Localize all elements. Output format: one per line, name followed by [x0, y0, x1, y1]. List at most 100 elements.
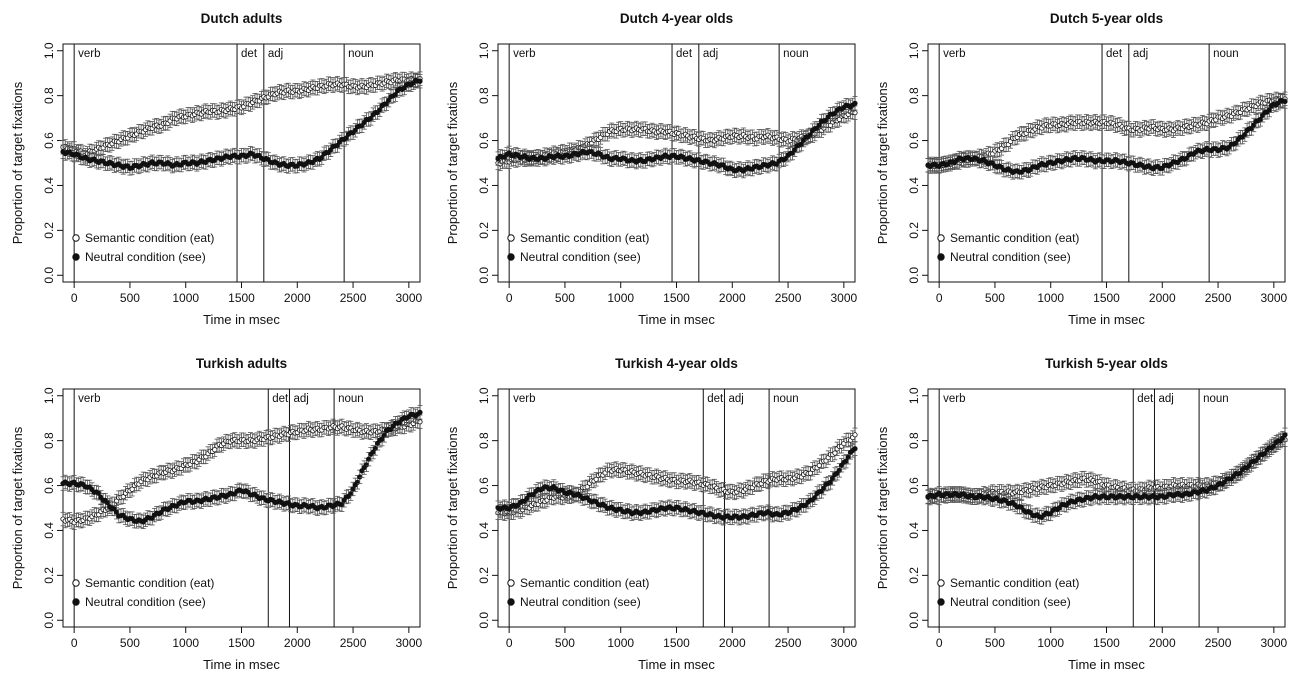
- y-axis-label: Proportion of target fixations: [445, 81, 460, 244]
- region-label: verb: [513, 48, 535, 60]
- legend-marker-open: [73, 235, 79, 241]
- x-tick-label: 0: [71, 636, 78, 650]
- y-tick-label: 0.8: [42, 432, 56, 449]
- data-point-filled: [808, 133, 812, 137]
- x-tick-label: 0: [71, 291, 78, 305]
- x-tick-label: 500: [555, 291, 575, 305]
- x-tick-label: 1000: [172, 636, 199, 650]
- x-tick-label: 2000: [284, 636, 311, 650]
- legend-label: Semantic condition (eat): [85, 231, 214, 245]
- x-tick-label: 1500: [1093, 291, 1120, 305]
- region-label: adj: [293, 393, 308, 405]
- y-tick-label: 0.4: [42, 177, 56, 194]
- chart-title: Dutch 4-year olds: [620, 11, 733, 26]
- legend-marker-open: [938, 235, 944, 241]
- x-tick-label: 3000: [395, 636, 422, 650]
- x-tick-label: 1500: [228, 636, 255, 650]
- x-tick-label: 2000: [1149, 291, 1176, 305]
- data-point-filled: [1243, 132, 1247, 136]
- x-tick-label: 3000: [395, 291, 422, 305]
- y-tick-label: 0.2: [907, 222, 921, 239]
- legend-marker-open: [508, 235, 514, 241]
- region-label: adj: [268, 48, 283, 60]
- data-point-filled: [393, 92, 397, 96]
- legend-marker-filled: [938, 254, 944, 260]
- legend-label: Semantic condition (eat): [520, 231, 649, 245]
- data-point-filled: [97, 491, 101, 495]
- data-point-filled: [378, 108, 382, 112]
- x-axis-label: Time in msec: [203, 657, 280, 672]
- data-point-open: [418, 420, 422, 424]
- y-tick-label: 0.8: [477, 87, 491, 104]
- data-point-filled: [1283, 99, 1287, 103]
- y-tick-label: 0.6: [477, 132, 491, 149]
- x-tick-label: 3000: [1260, 291, 1287, 305]
- y-tick-label: 0.4: [42, 522, 56, 539]
- region-label: det: [1106, 48, 1123, 60]
- region-label: verb: [943, 48, 965, 60]
- y-tick-label: 0.8: [42, 87, 56, 104]
- x-axis-label: Time in msec: [1068, 312, 1145, 327]
- region-label: det: [272, 393, 289, 405]
- data-point-open: [853, 110, 857, 114]
- chart-panel: Turkish adults 0.0 0.2 0.4 0.6 0.8 1.0 0 500 1000…: [0, 345, 425, 680]
- y-tick-label: 0.0: [907, 267, 921, 284]
- region-label: det: [241, 48, 258, 60]
- legend-marker-filled: [73, 254, 79, 260]
- legend-marker-filled: [508, 254, 514, 260]
- region-label: noun: [348, 48, 374, 60]
- x-tick-label: 2000: [719, 291, 746, 305]
- y-tick-label: 1.0: [907, 42, 921, 59]
- x-tick-label: 2500: [340, 636, 367, 650]
- y-tick-label: 0.0: [477, 267, 491, 284]
- x-tick-label: 1500: [228, 291, 255, 305]
- y-tick-label: 0.6: [42, 132, 56, 149]
- region-label: adj: [1133, 48, 1148, 60]
- x-tick-label: 2000: [284, 291, 311, 305]
- series-neutral: [61, 406, 423, 529]
- y-tick-label: 0.6: [42, 477, 56, 494]
- x-tick-label: 500: [120, 636, 140, 650]
- y-tick-label: 0.8: [907, 87, 921, 104]
- x-tick-label: 1000: [1037, 291, 1064, 305]
- legend-label: Neutral condition (see): [950, 250, 1071, 264]
- region-label: noun: [1213, 48, 1239, 60]
- y-tick-label: 0.4: [907, 177, 921, 194]
- region-label: verb: [78, 48, 100, 60]
- x-tick-label: 2500: [775, 291, 802, 305]
- x-tick-label: 500: [120, 291, 140, 305]
- y-axis-label: Proportion of target fixations: [875, 81, 890, 244]
- region-label: det: [676, 48, 693, 60]
- x-tick-label: 1000: [607, 291, 634, 305]
- y-tick-label: 0.2: [42, 567, 56, 584]
- data-point-filled: [1267, 108, 1271, 112]
- data-point-filled: [853, 101, 857, 105]
- y-tick-label: 0.2: [42, 222, 56, 239]
- legend-label: Semantic condition (eat): [950, 231, 1079, 245]
- y-tick-label: 1.0: [42, 42, 56, 59]
- y-tick-label: 0.4: [477, 177, 491, 194]
- x-axis-label: Time in msec: [203, 312, 280, 327]
- x-tick-label: 2500: [1205, 291, 1232, 305]
- y-tick-label: 0.6: [907, 132, 921, 149]
- data-point-filled: [105, 500, 109, 504]
- chart-title: Dutch 5-year olds: [1050, 11, 1163, 26]
- y-axis-label: Proportion of target fixations: [10, 81, 25, 244]
- region-label: noun: [338, 393, 364, 405]
- x-tick-label: 1000: [172, 291, 199, 305]
- region-label: noun: [783, 48, 809, 60]
- data-point-filled: [418, 79, 422, 83]
- region-label: adj: [703, 48, 718, 60]
- chart-svg: Turkish adults 0.0 0.2 0.4 0.6 0.8 1.0 0 500 1000…: [0, 345, 425, 680]
- chart-title: Turkish adults: [196, 356, 287, 371]
- y-tick-label: 1.0: [42, 387, 56, 404]
- legend-label: Neutral condition (see): [85, 250, 206, 264]
- y-tick-label: 0.0: [42, 612, 56, 629]
- x-tick-label: 1500: [663, 291, 690, 305]
